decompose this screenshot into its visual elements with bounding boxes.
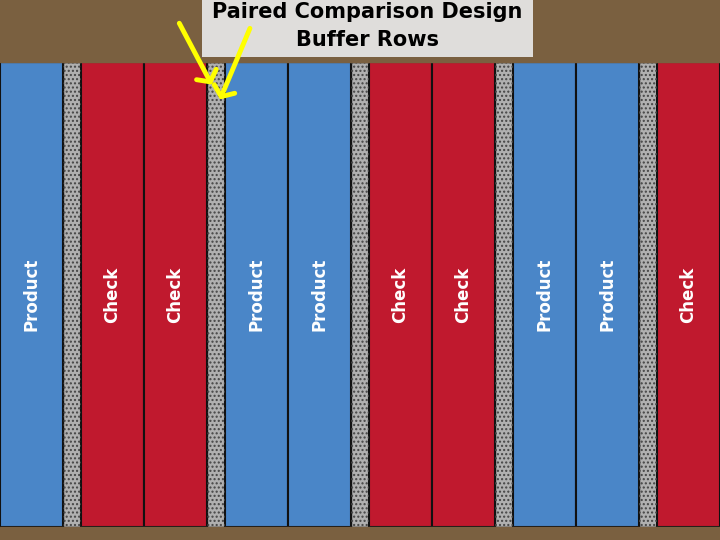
Bar	[207, 62, 225, 527]
Text: Buffer Rows: Buffer Rows	[296, 30, 438, 50]
Bar	[207, 62, 225, 527]
Bar	[576, 62, 639, 527]
Bar	[432, 62, 495, 527]
Bar	[63, 62, 81, 527]
Text: Product: Product	[310, 258, 328, 331]
Bar	[144, 62, 207, 527]
Text: Product: Product	[22, 258, 40, 331]
Text: Product: Product	[598, 258, 616, 331]
Bar	[513, 62, 576, 527]
Bar	[657, 62, 720, 527]
Bar	[0, 0, 720, 62]
Bar	[639, 62, 657, 527]
Text: Check: Check	[104, 266, 122, 322]
Text: Product: Product	[248, 258, 266, 331]
Bar	[63, 62, 81, 527]
Bar	[0, 527, 720, 540]
Bar	[81, 62, 144, 527]
Bar	[369, 62, 432, 527]
Bar	[351, 62, 369, 527]
Bar	[495, 62, 513, 527]
Text: Check: Check	[454, 266, 472, 322]
Bar	[495, 62, 513, 527]
Bar	[288, 62, 351, 527]
Bar	[0, 62, 63, 527]
Bar	[225, 62, 288, 527]
Bar	[351, 62, 369, 527]
Text: Check: Check	[166, 266, 184, 322]
Text: Paired Comparison Design: Paired Comparison Design	[212, 2, 523, 22]
FancyBboxPatch shape	[202, 0, 533, 57]
Bar	[639, 62, 657, 527]
Text: Check: Check	[392, 266, 410, 322]
Text: Product: Product	[536, 258, 554, 331]
Text: Check: Check	[680, 266, 698, 322]
